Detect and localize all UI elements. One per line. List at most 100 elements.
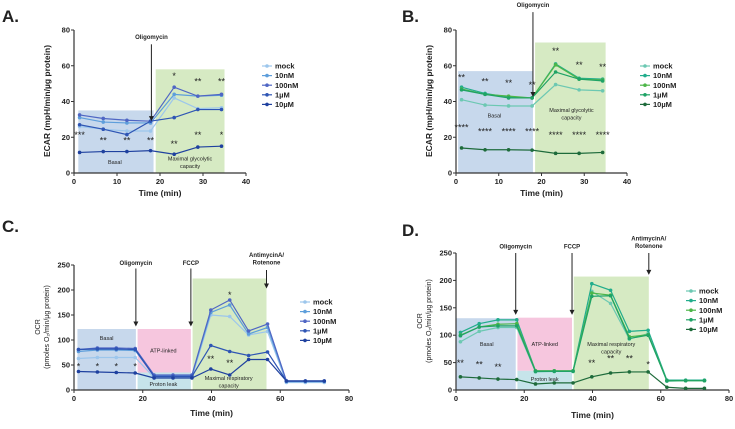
y-tick-label: 60 bbox=[444, 61, 452, 70]
significance-stars: ** bbox=[100, 135, 108, 145]
panel-c: C. Basal ATP-linked Proton leak Maximal resp… bbox=[2, 217, 353, 418]
legend-marker bbox=[689, 289, 693, 293]
data-point bbox=[590, 294, 594, 299]
data-point bbox=[133, 371, 137, 375]
panel-a: A. Basal Maximal glycolytic capacity 0 10 20 30… bbox=[2, 7, 298, 198]
region-label: Basal bbox=[488, 114, 502, 120]
data-point bbox=[114, 370, 119, 375]
y-tick-label: 50 bbox=[62, 361, 70, 370]
data-point bbox=[196, 94, 200, 98]
data-point bbox=[552, 381, 557, 385]
data-point bbox=[608, 288, 613, 293]
legend-item: 10nM bbox=[686, 296, 718, 305]
y-tick-label: 50 bbox=[444, 358, 452, 367]
significance-stars: ** bbox=[194, 130, 202, 140]
series-1µM bbox=[77, 107, 224, 137]
legend-item: 1µM bbox=[262, 90, 290, 99]
significance-stars: *** bbox=[74, 130, 85, 140]
arrowhead-icon bbox=[513, 309, 519, 315]
region-label: capacity bbox=[601, 350, 621, 356]
data-point bbox=[683, 386, 688, 391]
legend-item: 10µM bbox=[686, 325, 718, 334]
data-point bbox=[553, 82, 558, 87]
data-point bbox=[303, 379, 308, 383]
legend-marker bbox=[643, 73, 647, 78]
significance-stars: ** bbox=[607, 353, 615, 363]
shaded-region bbox=[517, 370, 573, 390]
y-axis-label: OCR bbox=[417, 313, 424, 329]
data-point bbox=[246, 353, 251, 358]
data-point bbox=[571, 369, 575, 374]
legend-label: 1µM bbox=[653, 90, 668, 99]
data-point bbox=[101, 127, 106, 132]
data-point bbox=[114, 355, 119, 360]
series-10µM bbox=[76, 357, 327, 383]
x-tick-label: 40 bbox=[242, 177, 250, 186]
legend-label: 10µM bbox=[313, 336, 332, 345]
significance-stars: ** bbox=[552, 46, 560, 56]
legend-marker bbox=[303, 329, 307, 333]
data-point bbox=[459, 146, 464, 150]
x-tick-label: 80 bbox=[345, 394, 353, 403]
injection-label: Oligomycin bbox=[120, 261, 153, 267]
data-point bbox=[514, 318, 519, 322]
y-tick-label: 20 bbox=[444, 133, 452, 142]
data-point bbox=[646, 370, 650, 374]
data-point bbox=[219, 144, 224, 148]
legend-marker bbox=[643, 83, 647, 87]
legend-label: 1µM bbox=[699, 315, 714, 324]
significance-stars: ** bbox=[194, 76, 202, 86]
legend-label: 1µM bbox=[275, 90, 290, 99]
legend-label: 100nM bbox=[275, 81, 298, 90]
significance-stars: **** bbox=[455, 123, 470, 133]
significance-stars: **** bbox=[502, 126, 517, 136]
y-tick-label: 80 bbox=[444, 26, 452, 35]
x-tick-label: 0 bbox=[454, 177, 458, 186]
data-point bbox=[77, 115, 82, 120]
significance-stars: ** bbox=[576, 60, 584, 70]
y-tick-label: 100 bbox=[57, 336, 70, 345]
y-axis-label: (pmoles O₂/min/µg protein) bbox=[44, 285, 51, 369]
region-label: Proton leak bbox=[531, 377, 559, 383]
data-point bbox=[553, 151, 558, 156]
data-point bbox=[483, 92, 487, 97]
data-point bbox=[458, 339, 463, 344]
significance-stars: * bbox=[115, 362, 119, 372]
injection-label: FCCP bbox=[564, 245, 580, 251]
legend-label: mock bbox=[653, 62, 673, 71]
legend-label: mock bbox=[275, 62, 295, 71]
data-point bbox=[506, 96, 511, 100]
legend-label: 10nM bbox=[313, 307, 332, 316]
data-point bbox=[246, 357, 251, 362]
data-point bbox=[506, 147, 511, 152]
data-point bbox=[600, 79, 605, 83]
data-point bbox=[459, 88, 464, 92]
legend-marker bbox=[689, 308, 693, 313]
y-tick-label: 100 bbox=[439, 331, 452, 340]
significance-stars: * bbox=[172, 71, 176, 81]
data-point bbox=[483, 103, 487, 107]
y-axis-label: ECAR (mpH/min/µg protein) bbox=[424, 45, 434, 157]
data-point bbox=[553, 63, 558, 67]
injection-label: Rotenone bbox=[253, 261, 281, 267]
arrowhead-icon bbox=[569, 309, 575, 315]
shaded-region bbox=[517, 317, 573, 371]
data-point bbox=[627, 329, 632, 334]
data-point bbox=[196, 107, 200, 112]
data-point bbox=[458, 375, 463, 379]
arrowhead-icon bbox=[188, 321, 194, 327]
legend-item: 10µM bbox=[262, 100, 294, 109]
series-10µM bbox=[458, 370, 707, 391]
legend-label: 10µM bbox=[699, 325, 718, 334]
significance-stars: ** bbox=[476, 360, 484, 370]
region-label: ATP-linked bbox=[531, 342, 558, 348]
significance-stars: * bbox=[220, 130, 224, 140]
y-tick-label: 0 bbox=[448, 386, 452, 395]
data-point bbox=[172, 96, 176, 100]
data-point bbox=[77, 122, 82, 127]
legend-label: 10nM bbox=[699, 296, 718, 305]
data-point bbox=[646, 333, 650, 338]
y-tick-label: 0 bbox=[66, 169, 70, 178]
region-label: capacity bbox=[219, 384, 239, 390]
injection-label: AntimycinA/ bbox=[631, 236, 666, 242]
